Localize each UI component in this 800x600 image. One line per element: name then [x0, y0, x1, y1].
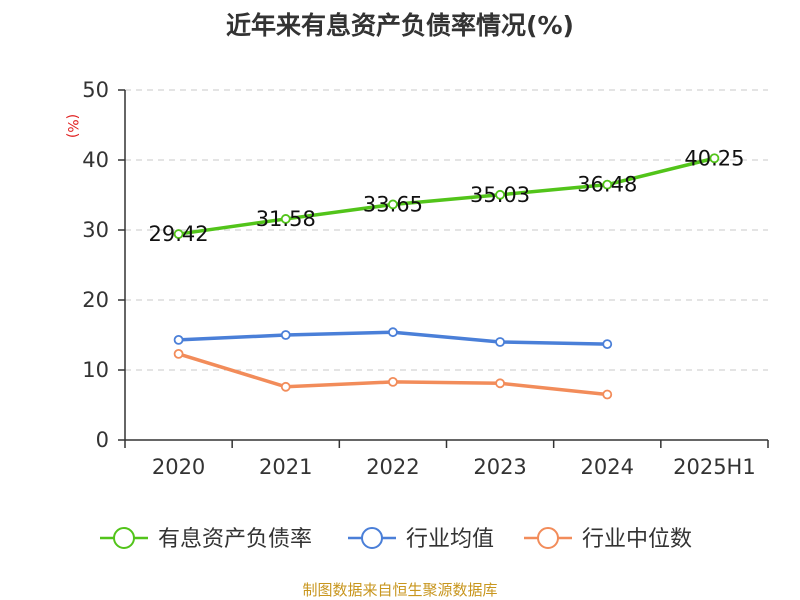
data-point — [388, 199, 398, 210]
legend-marker — [361, 527, 383, 549]
legend: 有息资产负债率 行业均值 行业中位数 — [100, 527, 692, 552]
data-label: 40.25 — [684, 146, 744, 170]
x-tick-label: 2020 — [152, 455, 205, 479]
data-point — [280, 381, 291, 392]
data-label: 36.48 — [577, 173, 637, 197]
y-axis-label: (%) — [64, 114, 80, 138]
data-label: 33.65 — [363, 192, 423, 216]
legend-label: 行业均值 — [406, 527, 494, 552]
y-tick-label: 10 — [82, 358, 109, 382]
data-point — [388, 376, 398, 387]
x-tick-label: 2021 — [259, 455, 312, 479]
data-point — [602, 389, 613, 400]
x-tick-label: 2023 — [473, 455, 526, 479]
data-point — [173, 229, 184, 239]
data-label: 35.03 — [470, 183, 530, 207]
y-tick-label: 30 — [82, 218, 109, 242]
series-line-0 — [176, 156, 717, 236]
y-tick-label: 0 — [96, 428, 109, 452]
source-note: 制图数据来自恒生聚源数据库 — [302, 581, 497, 599]
data-point — [495, 378, 505, 389]
x-tick-label: 2024 — [581, 455, 634, 479]
grid-lines — [125, 89, 768, 371]
chart-title: 近年来有息资产负债率情况(%) — [226, 11, 574, 40]
legend-label: 行业中位数 — [582, 527, 692, 552]
legend-marker — [537, 527, 559, 549]
data-point — [602, 179, 613, 190]
data-point — [280, 214, 291, 224]
data-point — [280, 330, 291, 340]
data-point — [495, 337, 505, 347]
y-tick-label: 50 — [82, 78, 109, 102]
x-tick-label: 2022 — [366, 455, 419, 479]
data-point — [173, 348, 184, 359]
legend-marker — [113, 527, 135, 549]
legend-label: 有息资产负债率 — [158, 527, 312, 552]
data-labels: 29.42 31.58 33.65 35.03 36.48 40.25 — [149, 146, 745, 246]
series-lines — [173, 153, 720, 400]
data-point — [173, 334, 184, 345]
x-tick-label: 2025H1 — [673, 455, 756, 479]
data-point — [602, 339, 613, 350]
series-line-2 — [176, 352, 609, 397]
y-tick-label: 40 — [82, 148, 109, 172]
data-point — [388, 327, 398, 338]
data-label: 29.42 — [149, 222, 209, 246]
data-point — [495, 189, 505, 200]
y-tick-label: 20 — [82, 288, 109, 312]
data-point — [709, 153, 720, 164]
axes: 0 10 20 30 40 50 2020 2021 2022 2023 2024 2025H1 — [82, 78, 769, 479]
data-label: 31.58 — [256, 207, 316, 231]
